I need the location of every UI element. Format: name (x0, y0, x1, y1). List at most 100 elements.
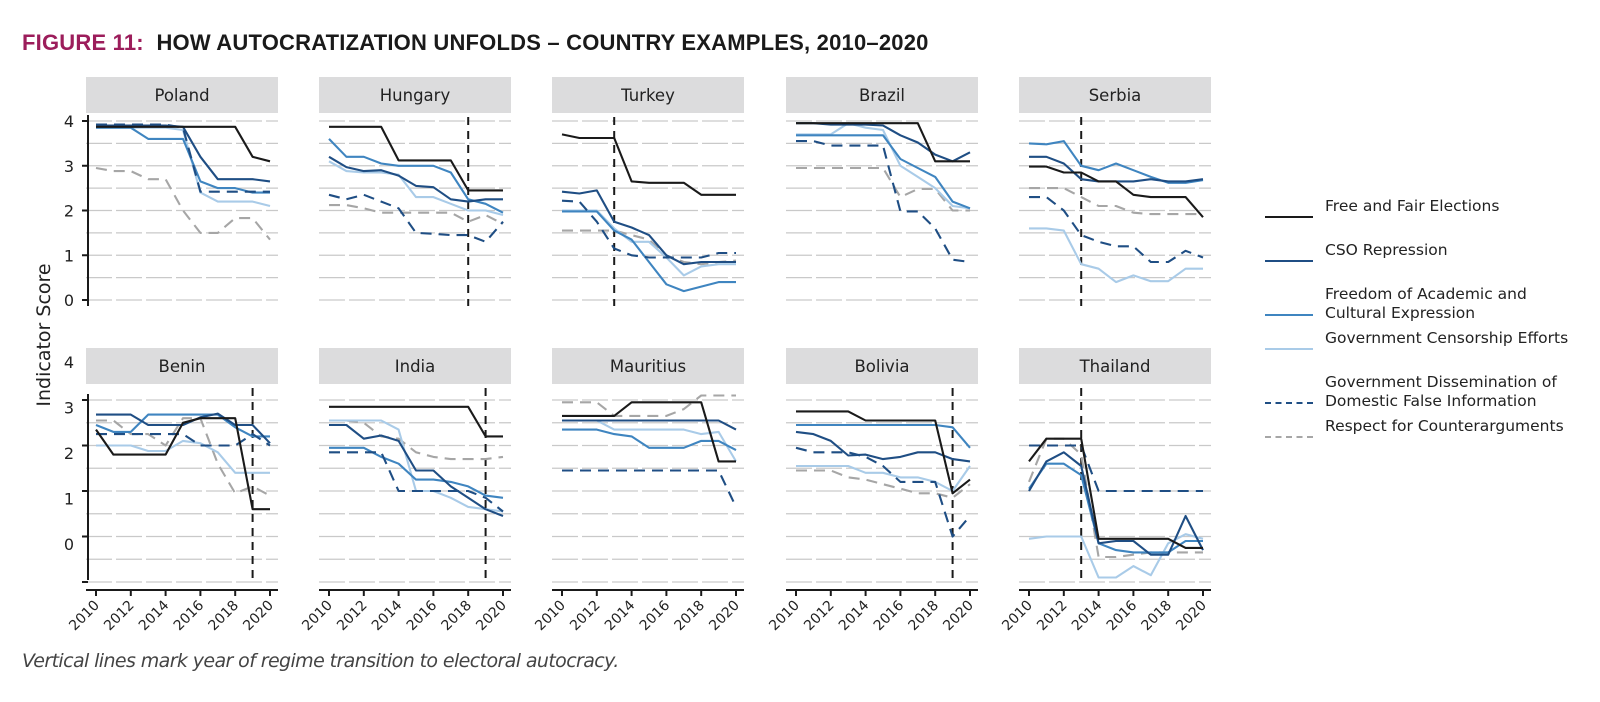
panel-strip (786, 348, 978, 384)
panel-serbia: Serbia (1019, 77, 1211, 306)
legend-label-line: Government Censorship Efforts (1325, 329, 1569, 347)
legend-swatch (1265, 314, 1313, 316)
panel-poland: Poland 0 1 2 3 4 (64, 77, 278, 310)
series-line-cens (329, 419, 504, 513)
series-line-fae (796, 410, 971, 495)
panel-title: Hungary (380, 86, 451, 105)
series-line-cso (561, 189, 736, 266)
series-line-fae (1028, 437, 1203, 549)
series-line-fae (561, 133, 736, 196)
legend-label: Free and Fair Elections (1325, 197, 1499, 216)
series-line-disinfo (795, 446, 971, 538)
series-line-fae (329, 125, 503, 192)
series-line-counter (796, 166, 970, 212)
x-tick-label: 2010 (299, 598, 336, 635)
series-line-acad (1028, 462, 1203, 554)
series-line-acad (96, 126, 270, 194)
series-line-acad (562, 428, 737, 452)
series-line-acad (796, 134, 971, 210)
x-tick-label: 2014 (1069, 597, 1106, 634)
legend-label-line: Respect for Counterarguments (1325, 417, 1564, 435)
series-line-cso (795, 430, 971, 463)
x-tick-label: 2010 (999, 598, 1036, 635)
series-line-counter (562, 394, 736, 417)
y-tick-label: 3 (64, 157, 74, 176)
series-line-cso (96, 412, 271, 444)
legend-swatch (1265, 436, 1313, 438)
figure-caption: Vertical lines mark year of regime trans… (22, 650, 619, 672)
series-line-disinfo (796, 140, 971, 264)
x-tick-label: 2018 (439, 598, 476, 635)
panel-strip (786, 77, 978, 113)
x-tick-label: 2014 (369, 597, 406, 634)
series-line-disinfo (96, 433, 271, 447)
series-line-acad (95, 413, 270, 438)
legend-label-line: Freedom of Academic and (1325, 285, 1527, 303)
y-tick-label: 3 (64, 399, 74, 418)
x-tick-label: 2018 (672, 598, 709, 635)
panel-brazil: Brazil (786, 77, 978, 301)
panel-title: Brazil (859, 86, 905, 105)
figure-title-text: HOW AUTOCRATIZATION UNFOLDS – COUNTRY EX… (156, 30, 929, 55)
series-line-disinfo (1029, 196, 1204, 264)
y-tick-label: 2 (64, 202, 74, 221)
x-tick-label: 2016 (871, 597, 908, 634)
x-tick-label: 2018 (906, 598, 943, 635)
y-tick-label: 2 (64, 444, 74, 463)
panel-title: Benin (159, 357, 206, 376)
series-line-disinfo (1029, 444, 1203, 493)
x-tick-label: 2010 (766, 598, 803, 635)
panel-strip (86, 348, 278, 384)
figure-number: FIGURE 11: (22, 30, 144, 55)
figure-title: FIGURE 11: HOW AUTOCRATIZATION UNFOLDS –… (22, 30, 929, 56)
series-line-disinfo (561, 199, 736, 259)
series-line-disinfo (562, 469, 737, 508)
panel-strip (552, 77, 744, 113)
chart-panels: Poland 0 1 2 3 4 Hungary Turkey Brazil Serbia Beni… (64, 77, 1211, 634)
panel-strip (86, 77, 278, 113)
series-line-acad (796, 423, 971, 449)
panel-strip (1019, 77, 1211, 113)
panel-title: Mauritius (610, 357, 686, 376)
y-tick-label: 0 (64, 291, 74, 310)
legend-swatch (1265, 402, 1313, 404)
legend-label-line: Free and Fair Elections (1325, 197, 1500, 215)
x-tick-label: 2010 (532, 598, 569, 635)
series-line-fae (796, 122, 970, 163)
x-tick-label: 2018 (1139, 598, 1176, 635)
series-line-cens (796, 464, 971, 493)
legend-label-line: Cultural Expression (1325, 304, 1476, 322)
x-tick-label: 2016 (404, 597, 441, 634)
panel-strip (319, 77, 511, 113)
series-line-counter (329, 204, 504, 225)
x-tick-label: 2020 (240, 598, 277, 635)
x-tick-label: 2012 (1034, 598, 1071, 635)
x-tick-label: 2012 (567, 598, 604, 635)
series-line-cens (562, 209, 736, 277)
series-line-counter (96, 417, 271, 497)
series-line-fae (95, 417, 270, 511)
panel-turkey: Turkey (552, 77, 744, 306)
series-line-counter (562, 229, 737, 266)
series-line-cens (96, 439, 270, 474)
x-tick-label: 2014 (136, 597, 173, 634)
legend-swatch (1265, 260, 1313, 262)
x-tick-label: 2020 (940, 598, 977, 635)
series-line-counter (95, 166, 271, 241)
y-tick-label: 0 (64, 535, 74, 554)
x-tick-label: 2018 (206, 598, 243, 635)
panel-title: Poland (154, 86, 209, 105)
series-line-disinfo (329, 451, 504, 513)
panel-title: Serbia (1089, 86, 1142, 105)
panel-title: Thailand (1079, 357, 1151, 376)
series-line-counter (329, 419, 504, 461)
panel-strip (319, 348, 511, 384)
series-line-acad (1028, 140, 1204, 184)
legend-label: Government Dissemination of Domestic Fals… (1325, 373, 1557, 411)
series-line-fae (96, 125, 271, 163)
series-line-acad (328, 138, 504, 214)
